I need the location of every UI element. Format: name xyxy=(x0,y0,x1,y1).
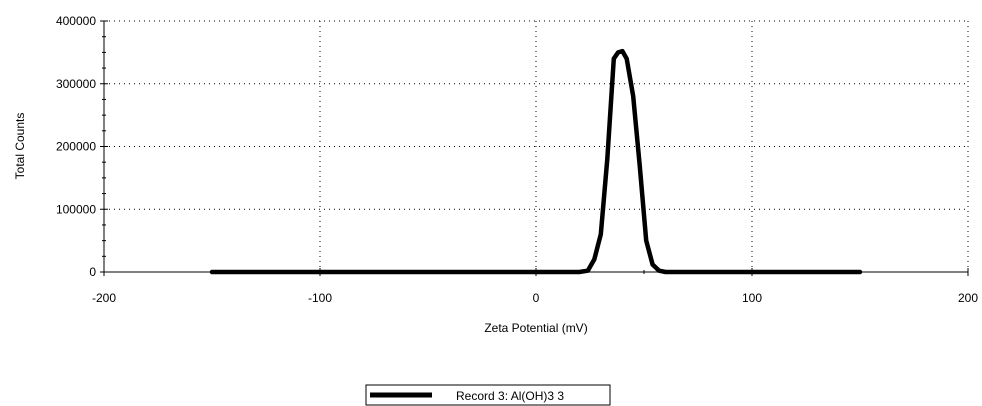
y-tick-label: 0 xyxy=(89,265,96,279)
y-tick-label: 100000 xyxy=(56,202,96,216)
legend: Record 3: Al(OH)3 3 xyxy=(365,384,611,406)
grid-lines xyxy=(104,20,969,272)
x-tick-label: -100 xyxy=(308,291,332,305)
y-tick-label: 200000 xyxy=(56,140,96,154)
x-tick-label: 0 xyxy=(533,291,540,305)
x-tick-label: -200 xyxy=(92,291,116,305)
y-axis-label: Total Counts xyxy=(13,113,27,180)
x-axis-label: Zeta Potential (mV) xyxy=(484,321,587,335)
legend-entry-label: Record 3: Al(OH)3 3 xyxy=(456,389,564,403)
legend-box xyxy=(365,384,611,406)
x-tick-label: 200 xyxy=(958,291,978,305)
series-line xyxy=(209,48,863,275)
x-tick-label: 100 xyxy=(742,291,762,305)
series-layer xyxy=(209,48,863,275)
y-tick-label: 400000 xyxy=(56,14,96,28)
y-tick-label: 300000 xyxy=(56,77,96,91)
y-axis-ticks: 0 100000 200000 300000 400000 xyxy=(56,14,108,279)
